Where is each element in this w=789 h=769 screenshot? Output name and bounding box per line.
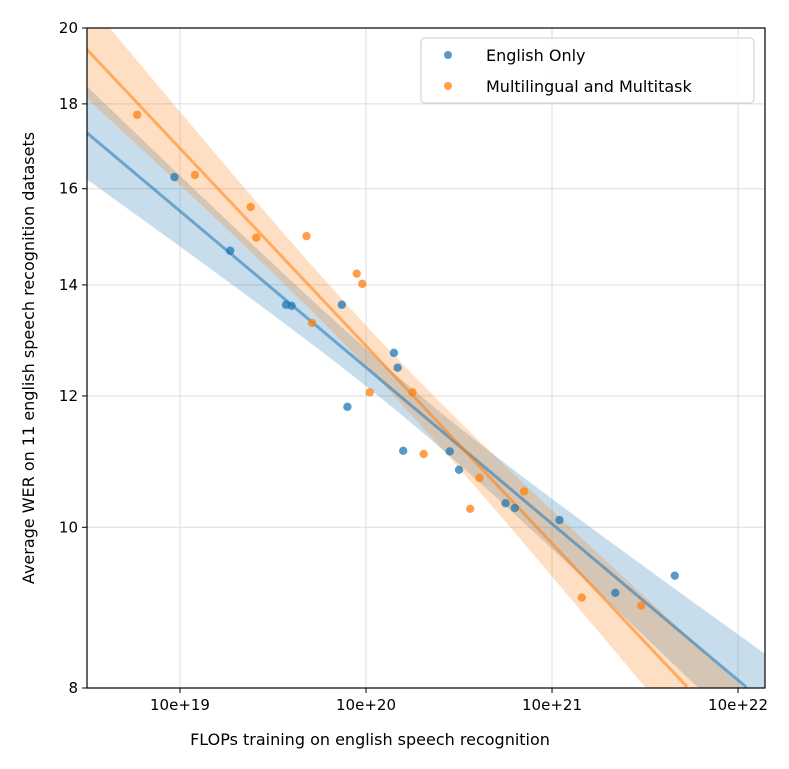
legend-label-english: English Only <box>486 46 586 65</box>
plot-frame <box>86 27 766 689</box>
data-point-0 <box>445 447 454 456</box>
legend-label-multilingual: Multilingual and Multitask <box>486 77 692 96</box>
data-point-0 <box>454 465 464 475</box>
data-point-1 <box>307 318 317 328</box>
confidence-band-1 <box>87 28 765 688</box>
confidence-bands <box>87 28 765 688</box>
y-tick-label: 14 <box>59 276 78 294</box>
data-points <box>133 110 679 610</box>
data-point-0 <box>170 172 179 182</box>
data-point-0 <box>555 515 564 525</box>
data-point-0 <box>393 363 402 372</box>
data-point-0 <box>287 301 296 310</box>
data-point-0 <box>670 571 679 580</box>
data-point-1 <box>465 504 475 513</box>
legend-marker-english <box>444 51 452 59</box>
legend-marker-multilingual <box>444 82 452 90</box>
data-point-1 <box>577 593 586 602</box>
data-point-0 <box>226 246 235 255</box>
data-point-0 <box>399 446 408 456</box>
regression-line-0 <box>87 131 748 688</box>
data-point-0 <box>389 348 399 358</box>
data-point-1 <box>252 233 261 242</box>
axis-ticks: 10e+19 10e+20 10e+21 10e+22 8 10 12 14 16 18 20 <box>59 19 768 714</box>
data-point-1 <box>302 231 311 241</box>
y-tick-label: 20 <box>59 19 78 37</box>
y-tick-label: 18 <box>59 95 78 113</box>
legend-box <box>420 37 755 104</box>
regression-lines <box>87 48 748 688</box>
data-point-1 <box>190 170 200 180</box>
y-tick-label: 16 <box>59 180 78 198</box>
y-tick-label: 10 <box>59 518 78 536</box>
confidence-band-0 <box>87 86 765 688</box>
data-point-1 <box>133 110 142 119</box>
x-tick-label: 10e+21 <box>522 696 582 714</box>
y-tick-label: 12 <box>59 387 78 405</box>
data-point-1 <box>365 388 374 397</box>
data-point-1 <box>408 388 417 397</box>
y-tick-label: 8 <box>68 679 78 697</box>
x-tick-label: 10e+22 <box>708 696 768 714</box>
x-tick-label: 10e+19 <box>150 696 210 714</box>
x-axis-label: FLOPs training on english speech recogni… <box>190 730 550 749</box>
legend: English Only Multilingual and Multitask <box>420 37 755 104</box>
data-point-0 <box>343 402 352 412</box>
data-point-0 <box>501 498 510 508</box>
data-point-0 <box>337 300 347 309</box>
data-point-1 <box>358 279 367 289</box>
data-point-1 <box>475 473 484 483</box>
data-point-1 <box>352 269 361 278</box>
x-tick-label: 10e+20 <box>336 696 396 714</box>
data-point-0 <box>510 503 520 513</box>
y-axis-label: Average WER on 11 english speech recogni… <box>19 132 38 584</box>
data-point-1 <box>519 487 529 496</box>
data-point-1 <box>246 202 255 212</box>
regression-line-1 <box>87 48 689 688</box>
data-point-0 <box>611 588 620 598</box>
data-point-1 <box>637 601 646 610</box>
data-point-1 <box>419 449 428 459</box>
